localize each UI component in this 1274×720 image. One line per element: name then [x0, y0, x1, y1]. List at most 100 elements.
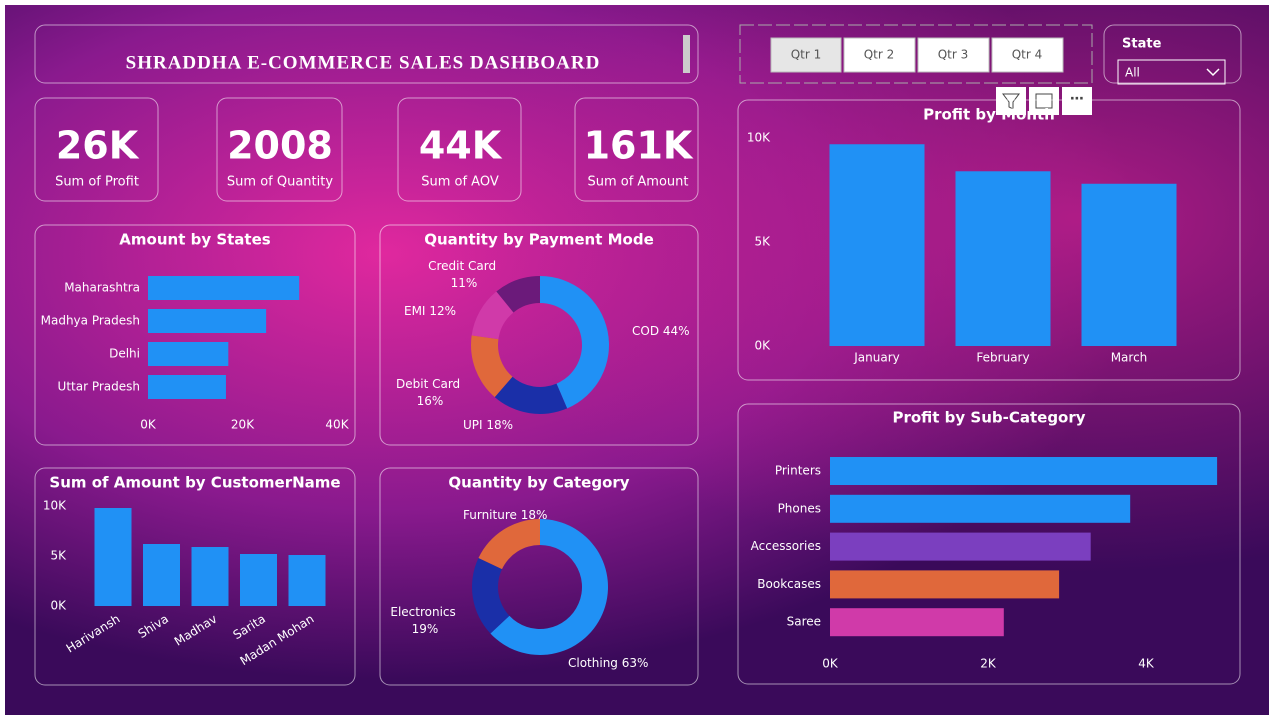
slice-label: Clothing 63% [568, 656, 648, 670]
bar [829, 144, 925, 346]
dashboard-title: SHRADDHA E-COMMERCE SALES DASHBOARD [126, 52, 601, 73]
chart-panel [737, 99, 1241, 381]
state-dropdown[interactable] [1117, 59, 1226, 85]
filter-icon[interactable] [996, 87, 1026, 115]
kpi-value: 2008 [227, 124, 333, 168]
chart-title: Sum of Amount by CustomerName [49, 474, 340, 492]
slicer: Qtr 1 Qtr 2 Qtr 3 Qtr 4 [770, 37, 1064, 73]
slice-percent: 18% [486, 418, 513, 432]
kpi-value: 44K [419, 124, 503, 168]
slice-percent: 18% [521, 508, 548, 522]
slice-percent: 19% [412, 622, 439, 636]
slice-name: Debit Card [396, 377, 460, 391]
slice-label: Electronics 19% [390, 605, 459, 636]
y-tick-label: 10K [747, 131, 771, 145]
x-tick-label: 0K [140, 418, 157, 432]
slice-name: EMI [404, 304, 425, 318]
slice-name: Credit Card [428, 259, 496, 273]
x-tick-label: 2K [980, 657, 997, 671]
category-label: Printers [775, 464, 821, 478]
slice [540, 276, 610, 409]
slicer-label: Qtr 2 [864, 48, 895, 62]
slice-label: EMI 12% [404, 304, 456, 318]
category-label: Maharashtra [64, 281, 140, 295]
slice-percent: 12% [429, 304, 456, 318]
chart-panel [379, 224, 699, 446]
bar [94, 508, 132, 606]
chart-title: Quantity by Category [448, 474, 629, 492]
bar [1081, 183, 1177, 346]
bar [148, 309, 267, 333]
bar [830, 570, 1060, 599]
slice [471, 335, 513, 398]
title-panel [34, 24, 699, 84]
slicer-frame [739, 24, 1093, 84]
y-tick-label: 0K [754, 339, 771, 353]
more-glyph: ⋯ [1070, 91, 1084, 107]
bar [240, 554, 277, 606]
category-label: January [853, 351, 900, 365]
slice [472, 558, 510, 634]
kpi-value: 26K [56, 124, 140, 168]
kpi-label: Sum of AOV [421, 175, 499, 190]
category-label: Madhya Pradesh [41, 314, 140, 328]
slicer-button[interactable] [770, 37, 842, 73]
category-label: February [976, 351, 1029, 365]
slice [496, 276, 540, 313]
bar [830, 457, 1218, 485]
y-tick-label: 10K [43, 499, 67, 513]
category-label: Saree [787, 615, 821, 629]
kpi-cards: 26K Sum of Profit 2008 Sum of Quantity 4… [34, 97, 699, 202]
chart-title: Profit by Sub-Category [892, 409, 1085, 427]
filter-glyph [1002, 93, 1020, 110]
bar [955, 171, 1051, 346]
slicer-label: Qtr 3 [938, 48, 969, 62]
category-label: Phones [778, 501, 821, 515]
chart-title: Quantity by Payment Mode [424, 231, 654, 249]
y-tick-label: 5K [50, 549, 67, 563]
state-label: State [1122, 37, 1162, 52]
bar [830, 532, 1091, 561]
slicer-button[interactable] [843, 37, 916, 73]
category-label: Uttar Pradesh [58, 380, 140, 394]
chart-title: Amount by States [119, 231, 270, 249]
kpi-label: Sum of Amount [587, 175, 688, 190]
slice-name: Electronics [390, 605, 455, 619]
kpi-card [34, 97, 159, 202]
slice-name: UPI [463, 418, 483, 432]
bar [148, 375, 226, 399]
y-tick-label: 5K [754, 235, 771, 249]
x-tick-label: 0K [822, 657, 839, 671]
slicer-label: Qtr 4 [1012, 48, 1043, 62]
kpi-label: Sum of Profit [55, 175, 139, 190]
slice-percent: 63% [622, 656, 649, 670]
kpi-value: 161K [584, 124, 694, 168]
category-label: March [1111, 351, 1148, 365]
bar [148, 276, 300, 300]
kpi-card [216, 97, 343, 202]
category-label: Delhi [109, 347, 140, 361]
chart-panel [34, 224, 356, 446]
slice-name: COD [632, 324, 659, 338]
x-tick-label: 40K [325, 418, 349, 432]
focus-icon[interactable] [1029, 87, 1059, 115]
slicer-label: Qtr 1 [791, 48, 822, 62]
chart-panel [737, 403, 1241, 685]
slice-label: Furniture 18% [463, 508, 547, 522]
state-selected: All [1125, 66, 1140, 80]
kpi-card [574, 97, 699, 202]
slicer-button[interactable] [991, 37, 1064, 73]
kpi-label: Sum of Quantity [227, 175, 333, 190]
slice-label: UPI 18% [463, 418, 513, 432]
more-icon[interactable] [1062, 87, 1092, 115]
visual-toolbar: ⋯ [996, 87, 1092, 115]
slice [490, 519, 608, 655]
slice [494, 376, 568, 414]
category-label: Bookcases [757, 577, 821, 591]
scroll-bar [683, 35, 690, 73]
dropdown-chevron [1206, 68, 1220, 77]
slicer-button[interactable] [917, 37, 990, 73]
slice-label: Credit Card 11% [428, 259, 500, 290]
